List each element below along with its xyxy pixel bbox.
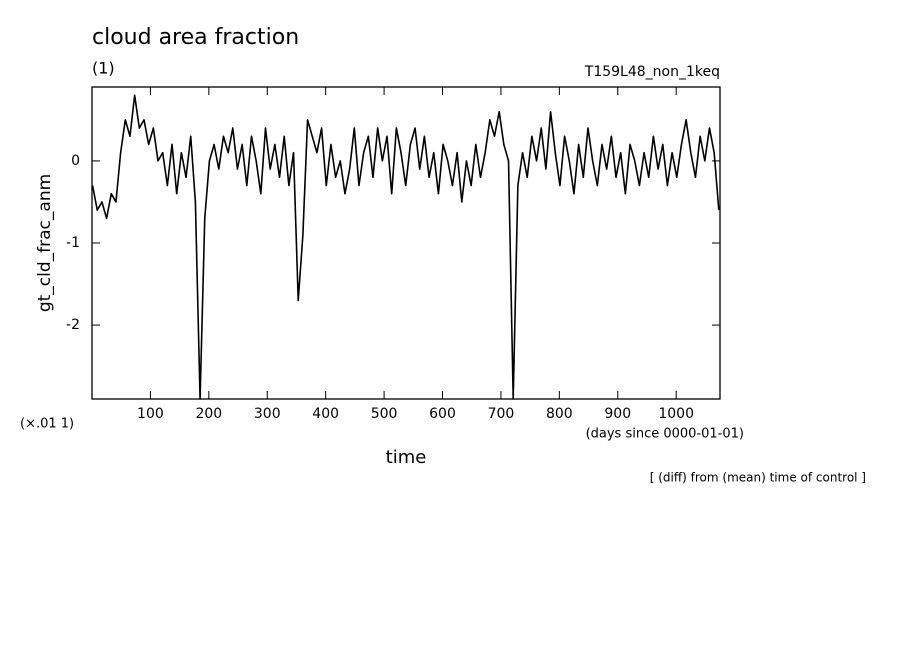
footnote: [ (diff) from (mean) time of control ] [650,471,866,485]
y-axis-label: gt_cld_frac_anm [35,174,55,312]
x-tick-label: 1000 [658,406,694,422]
x-tick-label: 400 [312,406,339,422]
x-units: (days since 0000-01-01) [586,427,744,442]
y-tick-label: -1 [66,235,80,251]
x-tick-label: 200 [195,406,222,422]
x-tick-label: 300 [254,406,281,422]
x-tick-label: 600 [429,406,456,422]
x-tick-label: 500 [371,406,398,422]
y-scale-note: (×.01 1) [20,417,74,432]
data-line [91,94,720,400]
x-tick-label: 700 [488,406,515,422]
x-tick-label: 900 [604,406,631,422]
y-tick-label: -2 [66,317,80,333]
subtitle: (1) [92,59,115,78]
chart-title: cloud area fraction [92,25,299,50]
y-tick-label: 0 [71,153,80,169]
experiment-label: T159L48_non_1keq [584,64,720,80]
x-axis-label: time [386,447,427,468]
x-tick-label: 100 [137,406,164,422]
x-tick-label: 800 [546,406,573,422]
